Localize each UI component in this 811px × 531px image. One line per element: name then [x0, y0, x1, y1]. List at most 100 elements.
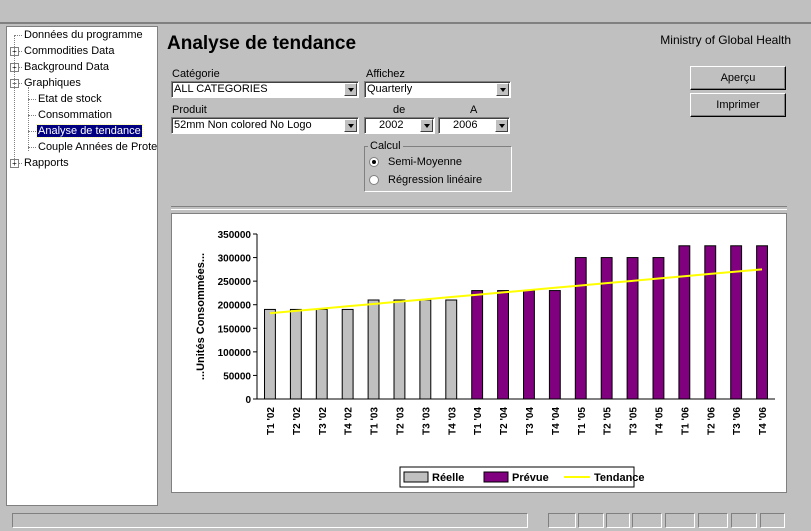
- de-value: 2002: [379, 119, 404, 131]
- main-panel: Analyse de tendance Ministry of Global H…: [160, 26, 811, 506]
- regression-lineaire-label[interactable]: Régression linéaire: [388, 174, 483, 186]
- bar: [574, 257, 587, 400]
- tree-item[interactable]: Données du programme: [23, 28, 144, 43]
- legend: [399, 466, 635, 488]
- legend-label: Réelle: [432, 472, 464, 484]
- imprimer-button[interactable]: Imprimer: [690, 93, 786, 117]
- x-tick-label: T1 '04: [473, 407, 484, 435]
- bar: [548, 290, 561, 400]
- bar: [678, 245, 691, 400]
- legend-swatch: [403, 471, 429, 483]
- y-tick-label: 100000: [218, 348, 252, 359]
- x-tick-label: T2 '05: [603, 407, 614, 435]
- tree-item[interactable]: Etat de stock: [37, 92, 103, 107]
- bar: [289, 308, 302, 400]
- status-pane: [578, 513, 604, 528]
- tree-item[interactable]: Graphiques: [23, 76, 82, 91]
- tree-connector: [14, 35, 22, 36]
- de-label: de: [393, 104, 406, 116]
- semi-moyenne-label[interactable]: Semi-Moyenne: [388, 156, 462, 168]
- tree-item[interactable]: Couple Années de Protec: [37, 140, 158, 155]
- tree-item[interactable]: Background Data: [23, 60, 110, 75]
- navigation-tree[interactable]: Données du programme Commodities Data + Bac…: [6, 26, 158, 506]
- x-tick-label: T2 '06: [706, 407, 717, 435]
- chart-svg: ...Unités Consommées... 350000 300000 25000…: [195, 230, 775, 488]
- x-tick-label: T3 '04: [525, 407, 536, 435]
- x-tick-label: T4 '03: [447, 407, 458, 435]
- tree-item[interactable]: Consommation: [37, 108, 113, 123]
- affichez-label: Affichez: [366, 68, 405, 80]
- bar: [600, 257, 613, 400]
- bar: [471, 290, 484, 400]
- chevron-down-icon[interactable]: [344, 83, 357, 96]
- tree-connector: [28, 87, 29, 151]
- legend-label: Tendance: [594, 472, 645, 484]
- bar: [497, 290, 509, 400]
- x-tick-label: T4 '04: [551, 407, 562, 435]
- legend-swatch: [483, 471, 509, 483]
- tree-item-label: Rapports: [24, 157, 69, 169]
- radio-semi-moyenne[interactable]: [369, 157, 379, 167]
- tree-item-label: Analyse de tendance: [36, 124, 143, 138]
- affichez-value: Quarterly: [367, 83, 413, 95]
- y-tick-label: 300000: [218, 254, 252, 265]
- bar: [419, 299, 432, 400]
- status-pane: [665, 513, 695, 528]
- x-tick-label: T2 '02: [292, 407, 303, 435]
- x-tick-label: T3 '06: [732, 407, 743, 435]
- status-pane: [548, 513, 576, 528]
- status-pane: [698, 513, 728, 528]
- chevron-down-icon[interactable]: [496, 83, 509, 96]
- tree-item[interactable]: Analyse de tendance: [36, 124, 143, 139]
- x-tick-label: T4 '06: [758, 407, 769, 435]
- bar: [704, 245, 717, 400]
- status-pane-main: [12, 513, 528, 528]
- calcul-group: Calcul Semi-Moyenne Régression linéaire: [364, 140, 512, 192]
- status-pane: [760, 513, 785, 528]
- a-label: A: [470, 104, 478, 116]
- bar: [626, 257, 639, 400]
- bar: [315, 308, 328, 400]
- produit-label: Produit: [172, 104, 207, 116]
- x-tick-label: T3 '02: [318, 407, 329, 435]
- a-value: 2006: [453, 119, 478, 131]
- a-select[interactable]: 2006: [438, 117, 510, 134]
- x-tick-label: T4 '05: [654, 407, 665, 435]
- x-tick-label: T3 '05: [629, 407, 640, 435]
- status-pane: [731, 513, 757, 528]
- tree-item-label: Couple Années de Protec: [38, 141, 158, 153]
- apercu-button[interactable]: Aperçu: [690, 66, 786, 90]
- x-tick-label: T1 '03: [370, 407, 381, 435]
- x-tick-label: T1 '02: [266, 407, 277, 435]
- affichez-select[interactable]: Quarterly: [364, 81, 511, 98]
- de-select[interactable]: 2002: [364, 117, 435, 134]
- categorie-select[interactable]: ALL CATEGORIES: [171, 81, 359, 98]
- chevron-down-icon[interactable]: [495, 119, 508, 132]
- y-axis-label: ...Unités Consommées...: [195, 253, 207, 380]
- tree-connector: [28, 115, 36, 116]
- x-tick-label: T2 '04: [499, 407, 510, 435]
- bar: [445, 299, 458, 400]
- tree-connector: [28, 99, 36, 100]
- x-tick-label: T3 '03: [421, 407, 432, 435]
- y-tick-label: 350000: [218, 230, 252, 241]
- organization-name: Ministry of Global Health: [660, 33, 791, 47]
- x-tick-label: T1 '05: [577, 407, 588, 435]
- bar: [730, 245, 743, 400]
- categorie-label: Catégorie: [172, 68, 220, 80]
- produit-select[interactable]: 52mm Non colored No Logo: [171, 117, 359, 134]
- trend-line: [269, 268, 763, 315]
- calcul-label: Calcul: [368, 140, 403, 152]
- bar: [264, 308, 276, 400]
- chevron-down-icon[interactable]: [344, 119, 357, 132]
- y-tick-label: 200000: [218, 301, 252, 312]
- bar: [393, 299, 406, 400]
- tree-item-label: Consommation: [38, 109, 112, 121]
- radio-regression-lineaire[interactable]: [369, 175, 379, 185]
- bar: [341, 308, 354, 400]
- tree-item[interactable]: Rapports: [23, 156, 70, 171]
- chevron-down-icon[interactable]: [420, 119, 433, 132]
- tree-item-label: Données du programme: [24, 29, 143, 41]
- tree-item-label: Graphiques: [24, 77, 81, 89]
- tree-item[interactable]: Commodities Data: [23, 44, 115, 59]
